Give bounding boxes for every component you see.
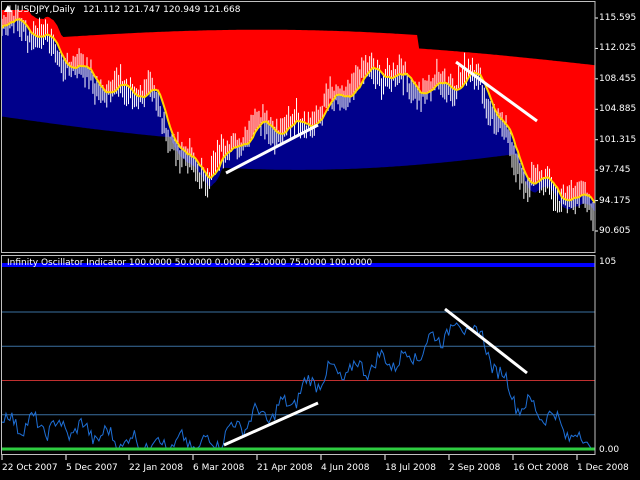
time-tick-label: 16 Oct 2008 — [513, 463, 569, 473]
chart-title: USDJPY,Daily 121.112 121.747 120.949 121… — [4, 5, 240, 15]
osc-axis-top: 105 — [599, 257, 617, 267]
chart-frames — [1, 1, 598, 460]
osc-frame — [1, 255, 596, 455]
moving-average-line — [1, 18, 596, 204]
main-frame — [1, 1, 596, 253]
osc-trendline-down — [444, 307, 528, 375]
price-tick-label: 115.595 — [599, 13, 637, 23]
time-tick-label: 1 Dec 2008 — [577, 463, 629, 473]
time-tick-label: 2 Sep 2008 — [449, 463, 501, 473]
time-tick-label: 18 Jul 2008 — [385, 463, 436, 473]
lower-band-area — [2, 19, 595, 212]
osc-axis-bottom: 0.00 — [599, 445, 620, 455]
price-tick-label: 108.455 — [599, 73, 637, 84]
time-tick-label: 4 Jun 2008 — [321, 463, 370, 473]
price-tick-label: 104.885 — [599, 104, 637, 115]
price-tick-label: 101.315 — [599, 134, 637, 145]
time-tick-label: 22 Jan 2008 — [129, 463, 183, 473]
symbol-label: USDJPY,Daily — [16, 5, 76, 15]
trend-up-icon — [4, 5, 12, 12]
time-tick-label: 21 Apr 2008 — [257, 463, 313, 473]
indicator-label: Infinity Oscillator Indicator 100.0000 5… — [7, 258, 373, 268]
time-tick-label: 22 Oct 2007 — [2, 463, 58, 473]
price-tick-label: 97.745 — [599, 165, 631, 176]
oscillator-chart[interactable] — [1, 263, 595, 451]
time-tick-label: 5 Dec 2007 — [66, 463, 118, 473]
price-chart[interactable] — [1, 4, 596, 232]
trendline-up — [225, 123, 319, 175]
price-tick-label: 90.605 — [599, 226, 631, 236]
price-tick-label: 94.175 — [599, 195, 631, 206]
price-tick-label: 112.025 — [599, 43, 637, 54]
trendline-down — [455, 60, 538, 123]
upper-band-area — [2, 10, 595, 203]
osc-trendline-up — [223, 401, 319, 447]
time-tick-label: 6 Mar 2008 — [193, 463, 245, 473]
ohlc-readout: 121.112 121.747 120.949 121.668 — [83, 5, 241, 15]
oscillator-line — [1, 322, 595, 451]
